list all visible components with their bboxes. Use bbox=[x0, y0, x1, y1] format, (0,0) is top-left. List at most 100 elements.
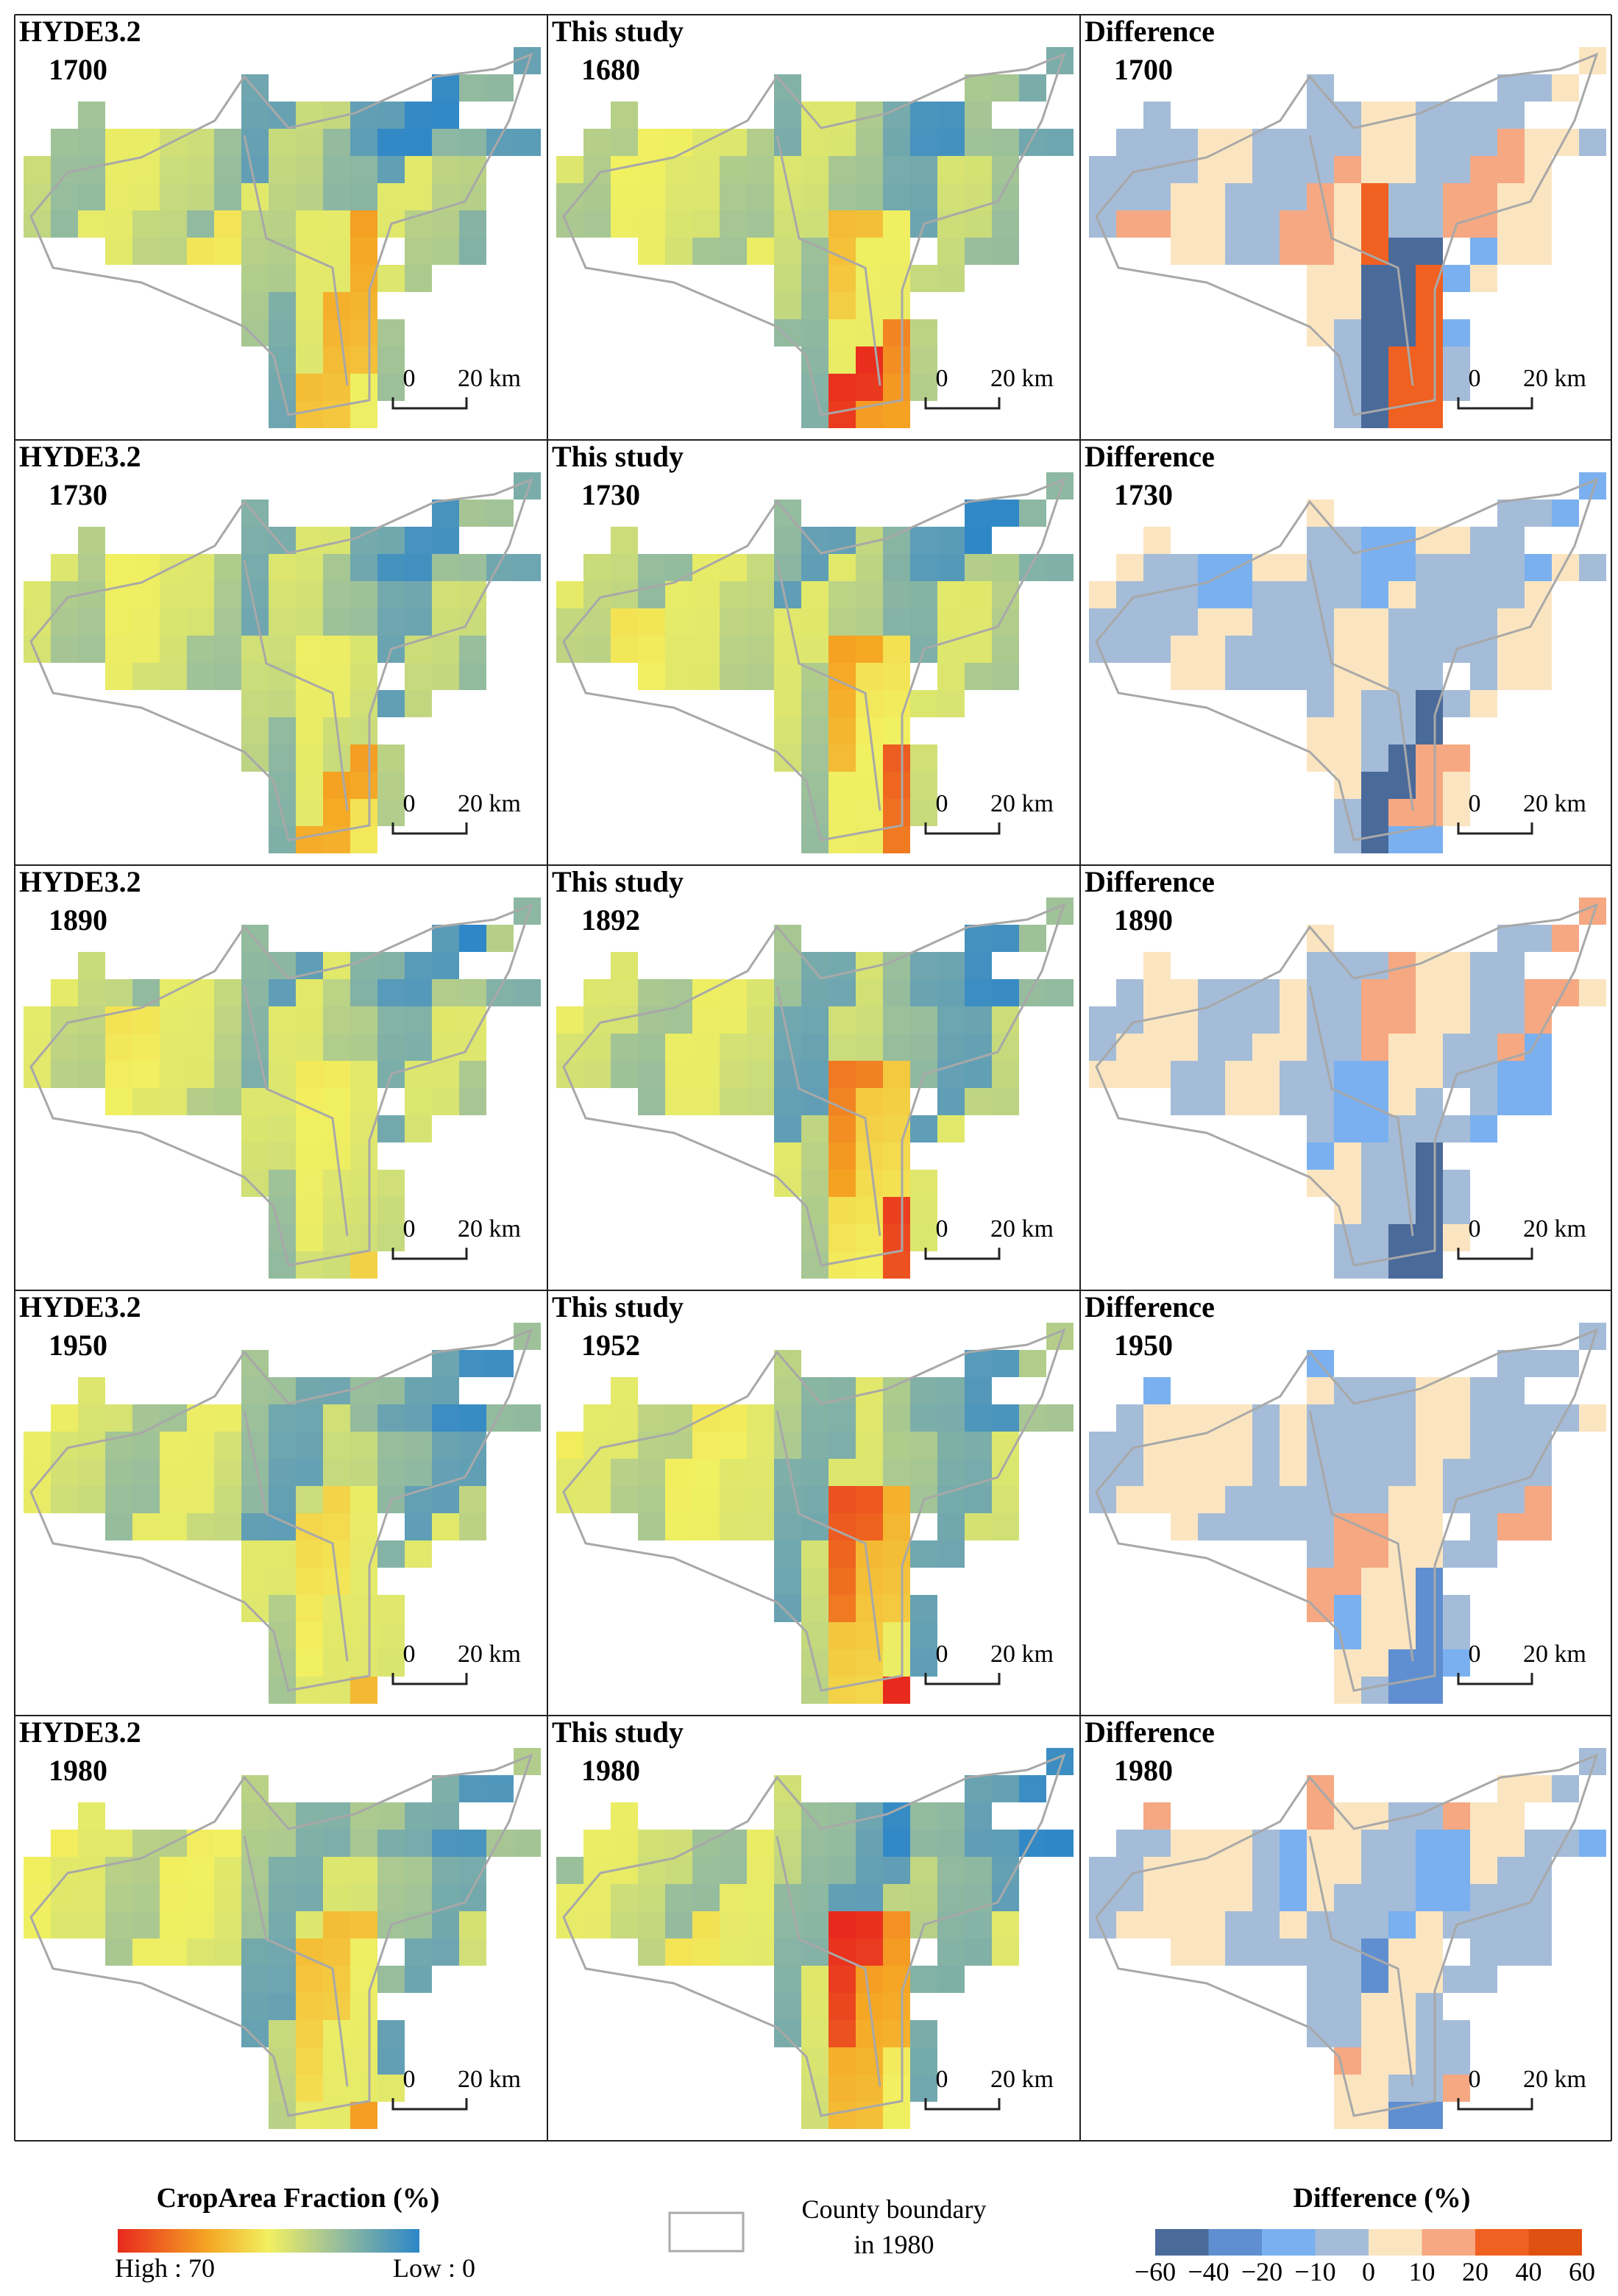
grid-cell bbox=[132, 1911, 160, 1938]
grid-cell bbox=[801, 1459, 828, 1486]
grid-cell bbox=[665, 183, 692, 210]
grid-cell bbox=[692, 238, 720, 265]
grid-cell bbox=[720, 1486, 747, 1513]
grid-cell bbox=[350, 608, 377, 636]
grid-cell bbox=[1525, 74, 1552, 102]
grid-cell bbox=[1252, 1006, 1280, 1034]
grid-cell bbox=[1470, 554, 1497, 581]
grid-cell bbox=[1143, 1486, 1171, 1513]
grid-cell bbox=[160, 581, 187, 608]
grid-cell bbox=[1280, 1513, 1307, 1540]
grid-cell bbox=[405, 1802, 432, 1830]
grid-cell bbox=[992, 925, 1019, 952]
grid-cell bbox=[883, 1622, 910, 1649]
grid-cell bbox=[514, 979, 541, 1006]
grid-cell bbox=[965, 979, 992, 1006]
grid-cell bbox=[296, 799, 323, 826]
panel-year: 1980 bbox=[49, 1754, 107, 1787]
grid-cell bbox=[883, 238, 910, 265]
grid-cell bbox=[405, 979, 432, 1006]
grid-cell bbox=[583, 979, 611, 1006]
grid-cell bbox=[801, 1115, 828, 1142]
grid-cell bbox=[1443, 1404, 1470, 1432]
grid-cell bbox=[1416, 1595, 1443, 1622]
grid-cell bbox=[1334, 1966, 1361, 1993]
grid-cell bbox=[296, 608, 323, 636]
grid-cell bbox=[1443, 1115, 1470, 1142]
grid-cell bbox=[459, 636, 486, 663]
grid-cell bbox=[1416, 1993, 1443, 2020]
grid-cell bbox=[269, 1197, 296, 1224]
grid-cell bbox=[132, 1459, 160, 1486]
grid-cell bbox=[910, 744, 937, 772]
grid-cell bbox=[1252, 1088, 1280, 1115]
grid-cell bbox=[1019, 74, 1046, 102]
grid-cell bbox=[774, 1857, 801, 1884]
grid-cell bbox=[1334, 1197, 1361, 1224]
grid-cell bbox=[1046, 129, 1074, 156]
grid-cell bbox=[78, 527, 105, 554]
grid-cell bbox=[1388, 690, 1416, 717]
grid-cell bbox=[1525, 1911, 1552, 1938]
grid-cell bbox=[1334, 1884, 1361, 1911]
grid-cell bbox=[801, 690, 828, 717]
grid-cell bbox=[910, 2020, 937, 2047]
scale-label: 0 bbox=[1469, 1215, 1481, 1243]
grid-cell bbox=[296, 2075, 323, 2102]
grid-cell bbox=[1252, 1432, 1280, 1459]
grid-cell bbox=[1416, 319, 1443, 346]
scale-label: 20 km bbox=[990, 365, 1054, 392]
grid-cell bbox=[828, 663, 856, 690]
grid-cell bbox=[187, 1006, 214, 1034]
grid-cell bbox=[937, 1115, 965, 1142]
grid-cell bbox=[1416, 1830, 1443, 1857]
grid-cell bbox=[78, 1061, 105, 1088]
grid-cell bbox=[1361, 1513, 1388, 1540]
grid-cell bbox=[1470, 1034, 1497, 1061]
grid-cell bbox=[486, 1830, 514, 1857]
grid-cell bbox=[638, 1513, 665, 1540]
grid-cell bbox=[241, 2020, 269, 2047]
grid-cell bbox=[1497, 1938, 1525, 1966]
legend-swatch bbox=[1528, 2229, 1582, 2256]
grid-cell bbox=[405, 1938, 432, 1966]
grid-cell bbox=[1416, 663, 1443, 690]
grid-cell bbox=[883, 2102, 910, 2129]
grid-cell bbox=[1225, 1513, 1252, 1540]
grid-cell bbox=[1361, 1857, 1388, 1884]
grid-cell bbox=[828, 1830, 856, 1857]
grid-cell bbox=[486, 500, 514, 527]
grid-cell bbox=[1497, 1350, 1525, 1377]
grid-cell bbox=[1280, 1006, 1307, 1034]
grid-cell bbox=[1361, 1088, 1388, 1115]
grid-cell bbox=[801, 636, 828, 663]
panel-title: Difference bbox=[1085, 15, 1215, 48]
grid-cell bbox=[1361, 1251, 1388, 1279]
grid-cell bbox=[1416, 799, 1443, 826]
grid-cell bbox=[1443, 1857, 1470, 1884]
grid-cell bbox=[1116, 210, 1143, 238]
grid-cell bbox=[269, 952, 296, 979]
grid-cell bbox=[692, 156, 720, 183]
grid-cell bbox=[432, 581, 459, 608]
grid-cell bbox=[78, 952, 105, 979]
panel-title: Difference bbox=[1085, 1716, 1215, 1749]
grid-cell bbox=[965, 1911, 992, 1938]
grid-cell bbox=[1443, 374, 1470, 401]
grid-cell bbox=[241, 1088, 269, 1115]
grid-cell bbox=[965, 102, 992, 129]
grid-cell bbox=[296, 979, 323, 1006]
grid-cell bbox=[720, 183, 747, 210]
grid-cell bbox=[720, 1432, 747, 1459]
grid-cell bbox=[937, 663, 965, 690]
grid-cell bbox=[269, 1540, 296, 1568]
grid-cell bbox=[1470, 1432, 1497, 1459]
grid-cell bbox=[1225, 1088, 1252, 1115]
grid-cell bbox=[459, 1775, 486, 1802]
grid-cell bbox=[937, 1884, 965, 1911]
grid-cell bbox=[269, 1486, 296, 1513]
grid-cell bbox=[883, 772, 910, 799]
grid-cell bbox=[1443, 319, 1470, 346]
grid-cell bbox=[1388, 210, 1416, 238]
grid-cell bbox=[638, 238, 665, 265]
